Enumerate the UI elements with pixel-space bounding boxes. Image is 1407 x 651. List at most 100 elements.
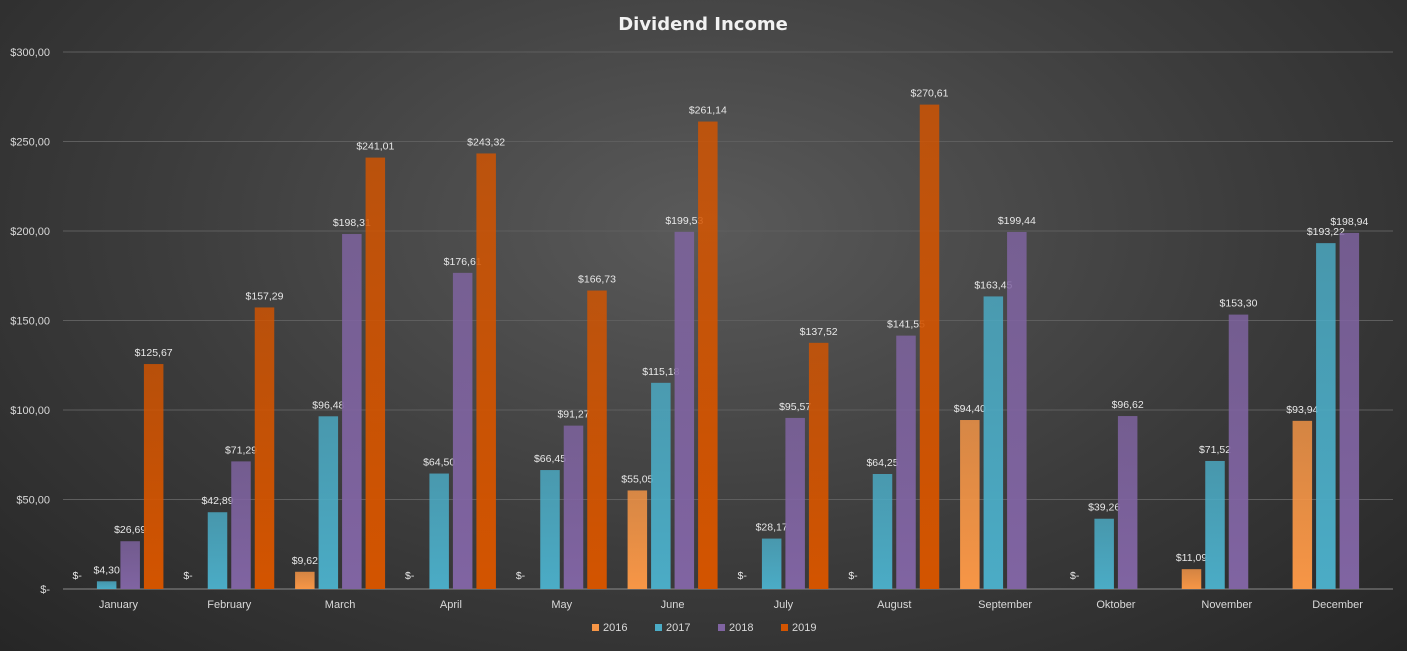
bar-2016 — [1181, 569, 1202, 589]
data-label: $141,55 — [887, 319, 925, 331]
data-label: $199,44 — [998, 215, 1036, 227]
data-label: $193,22 — [1307, 226, 1345, 238]
data-label: $39,26 — [1088, 502, 1120, 514]
x-tick-label: February — [207, 599, 252, 611]
data-label: $137,52 — [800, 326, 838, 338]
x-tick-label: July — [774, 599, 794, 611]
chart-title: Dividend Income — [618, 14, 788, 35]
legend-swatch-2017 — [655, 624, 662, 631]
bar-2017 — [651, 382, 671, 589]
data-label: $66,45 — [534, 453, 566, 465]
data-label: $270,61 — [911, 88, 949, 100]
x-tick-label: January — [99, 599, 139, 611]
data-label: $9,62 — [292, 555, 318, 567]
bar-2018 — [231, 461, 251, 589]
data-label: $- — [737, 570, 747, 582]
bar-2018 — [563, 425, 584, 589]
bar-2019 — [143, 364, 164, 589]
data-label: $153,30 — [1220, 298, 1258, 310]
data-label: $42,89 — [201, 495, 233, 507]
bar-2017 — [761, 538, 782, 589]
bar-2017 — [1316, 243, 1336, 589]
data-label: $96,48 — [312, 399, 344, 411]
data-label: $93,94 — [1286, 404, 1318, 416]
data-label: $4,30 — [94, 564, 120, 576]
bar-2018 — [674, 231, 695, 589]
bar-2019 — [698, 121, 718, 590]
legend-label: 2017 — [666, 622, 690, 634]
legend-label: 2019 — [792, 622, 816, 634]
data-label: $71,52 — [1199, 444, 1231, 456]
y-tick-label: $250,00 — [10, 137, 50, 149]
data-label: $115,18 — [642, 366, 679, 378]
bar-2017 — [983, 296, 1004, 589]
data-label: $26,69 — [114, 524, 146, 536]
bar-2017 — [429, 473, 449, 589]
data-label: $94,40 — [954, 403, 986, 415]
bar-2018 — [1339, 232, 1360, 589]
x-tick-label: December — [1312, 599, 1363, 611]
x-tick-label: May — [551, 599, 572, 611]
data-label: $55,05 — [621, 473, 653, 485]
bar-2019 — [365, 157, 386, 589]
y-tick-label: $- — [40, 584, 50, 596]
bar-2019 — [808, 342, 829, 589]
data-label: $- — [848, 570, 858, 582]
legend-swatch-2018 — [718, 624, 725, 631]
data-label: $64,50 — [423, 457, 455, 469]
bar-2019 — [254, 307, 275, 589]
bar-2018 — [1228, 314, 1249, 589]
bar-2016 — [960, 420, 980, 589]
bar-2019 — [476, 153, 496, 589]
bar-2019 — [587, 290, 607, 589]
bar-2016 — [627, 490, 648, 589]
data-label: $64,25 — [866, 457, 898, 469]
bar-2017 — [540, 470, 560, 589]
legend-label: 2018 — [729, 622, 753, 634]
y-tick-label: $150,00 — [10, 316, 50, 328]
bar-2017 — [872, 473, 893, 589]
data-label: $96,62 — [1112, 399, 1144, 411]
bar-2017 — [1094, 518, 1114, 589]
bar-2017 — [207, 512, 228, 589]
data-label: $166,73 — [578, 274, 616, 286]
bar-2018 — [452, 272, 473, 589]
bar-2018 — [785, 417, 805, 589]
data-label: $199,53 — [665, 215, 703, 227]
x-tick-label: March — [325, 599, 356, 611]
data-label: $125,67 — [135, 347, 173, 359]
x-tick-label: September — [978, 599, 1032, 611]
data-label: $198,31 — [333, 217, 371, 229]
bar-2019 — [919, 104, 940, 590]
data-label: $- — [405, 570, 415, 582]
y-tick-label: $300,00 — [10, 47, 50, 59]
data-label: $- — [72, 570, 82, 582]
data-label: $95,57 — [779, 401, 811, 413]
data-label: $176,61 — [444, 256, 482, 268]
x-tick-label: June — [661, 599, 685, 611]
x-tick-label: November — [1201, 599, 1252, 611]
data-label: $11,09 — [1176, 552, 1207, 564]
bar-2016 — [1292, 420, 1313, 589]
data-label: $91,27 — [557, 409, 589, 421]
legend-swatch-2016 — [592, 624, 599, 631]
data-label: $198,94 — [1330, 216, 1368, 228]
legend-label: 2016 — [603, 622, 627, 634]
legend-swatch-2019 — [781, 624, 788, 631]
y-tick-label: $100,00 — [10, 405, 50, 417]
bar-2017 — [1205, 460, 1225, 589]
data-label: $261,14 — [689, 105, 727, 117]
x-tick-label: Oktober — [1096, 599, 1135, 611]
bar-2018 — [120, 541, 140, 589]
bar-2016 — [295, 571, 315, 589]
data-label: $- — [516, 570, 526, 582]
y-tick-label: $50,00 — [16, 495, 50, 507]
data-label: $163,45 — [974, 279, 1012, 291]
data-label: $- — [1070, 570, 1080, 582]
x-tick-label: August — [877, 599, 911, 611]
data-label: $71,29 — [225, 444, 257, 456]
bar-2018 — [1117, 416, 1138, 589]
data-label: $241,01 — [356, 141, 394, 153]
